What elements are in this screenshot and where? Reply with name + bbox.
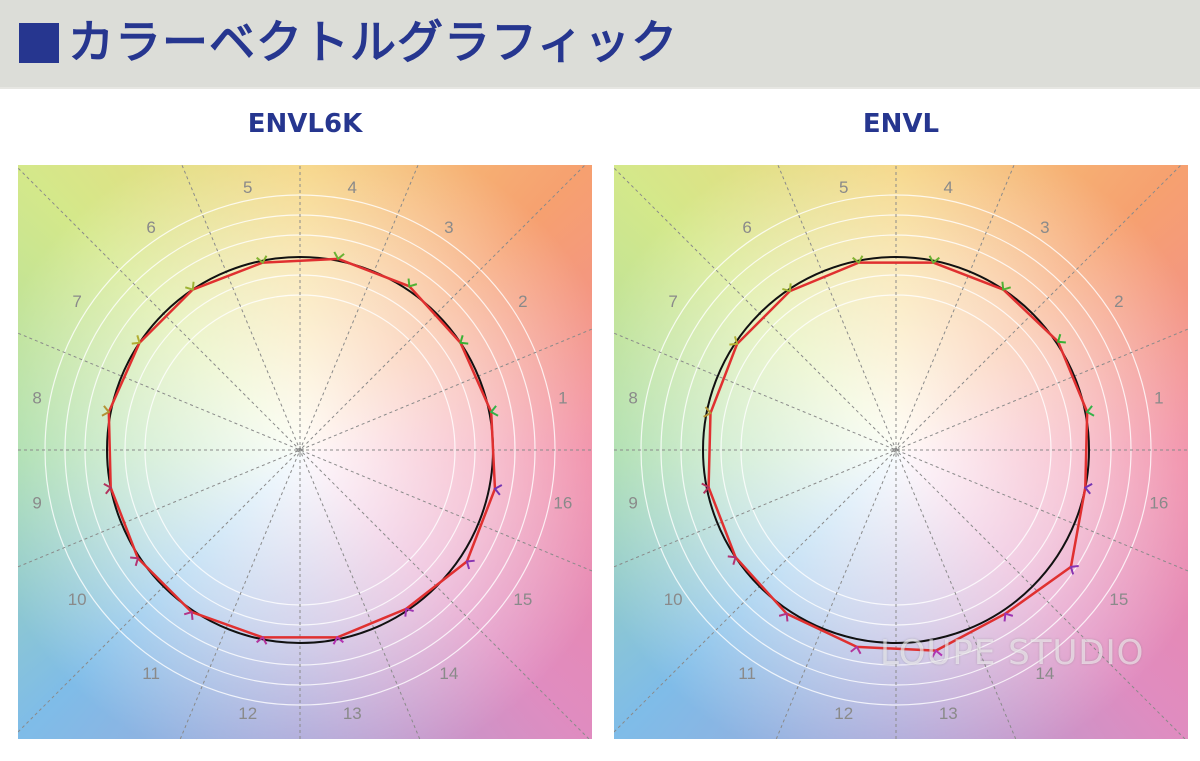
axis-label-2: 2 xyxy=(518,292,527,311)
chart-envl: +1 2 3 4 5 6 7 8 9 10 11 12 13 14 15 16 xyxy=(614,165,1188,739)
axis-spoke xyxy=(614,328,1188,568)
data-point-marker xyxy=(782,283,792,293)
data-point-marker xyxy=(465,559,475,570)
axis-spoke xyxy=(614,165,1182,733)
header-bar: カラーベクトルグラフィック xyxy=(0,0,1200,89)
axis-label-4: 4 xyxy=(348,178,357,197)
axis-spoke xyxy=(179,165,419,739)
data-point-marker xyxy=(931,649,943,658)
reference-circle xyxy=(702,256,1090,644)
axis-label-1: 1 xyxy=(1154,389,1163,408)
axis-spoke xyxy=(18,328,592,568)
title-square-icon xyxy=(19,23,59,63)
data-point-marker xyxy=(729,336,739,346)
axis-label-16: 16 xyxy=(553,493,572,512)
axis-label-7: 7 xyxy=(668,292,677,311)
data-point-marker xyxy=(131,335,141,345)
axis-label-13: 13 xyxy=(939,704,958,723)
data-point-marker xyxy=(493,484,503,496)
data-point-marker xyxy=(703,406,713,418)
data-point-marker xyxy=(1003,612,1014,622)
chart-envl6k: +1 2 3 4 5 6 7 8 9 10 11 12 13 14 15 16 xyxy=(18,165,592,739)
axis-label-8: 8 xyxy=(628,389,637,408)
axis-label-7: 7 xyxy=(72,292,81,311)
axis-label-11: 11 xyxy=(142,664,160,683)
axis-label-12: 12 xyxy=(238,704,257,723)
axis-spoke xyxy=(18,167,590,739)
data-point-marker xyxy=(101,405,111,417)
axis-label-11: 11 xyxy=(738,664,756,683)
data-point-marker xyxy=(1056,333,1066,344)
data-point-marker xyxy=(1085,405,1095,417)
axis-label-14: 14 xyxy=(1035,664,1054,683)
axis-spoke xyxy=(777,165,1017,739)
data-point-marker xyxy=(332,635,344,645)
center-mark: + xyxy=(891,443,901,457)
axis-label-5: 5 xyxy=(243,178,252,197)
chart-title-envl: ENVL xyxy=(862,109,940,139)
watermark: LOUPE STUDIO xyxy=(880,633,1145,673)
data-point-marker xyxy=(183,610,194,620)
data-point-marker xyxy=(256,635,268,645)
axis-label-9: 9 xyxy=(32,493,41,512)
axis-spoke xyxy=(18,332,592,572)
axis-label-4: 4 xyxy=(944,178,953,197)
axis-label-10: 10 xyxy=(664,590,683,609)
axis-label-8: 8 xyxy=(32,389,41,408)
axis-label-10: 10 xyxy=(68,590,87,609)
data-point-marker xyxy=(1001,281,1011,291)
data-point-marker xyxy=(103,483,113,495)
axis-spoke xyxy=(614,332,1188,572)
axis-label-6: 6 xyxy=(146,218,155,237)
axis-label-3: 3 xyxy=(444,218,453,237)
page-title: カラーベクトルグラフィック xyxy=(68,15,679,69)
data-point-marker xyxy=(778,612,789,622)
chart-title-envl6k: ENVL6K xyxy=(247,109,363,139)
axis-label-2: 2 xyxy=(1114,292,1123,311)
data-point-marker xyxy=(256,255,268,265)
axis-label-6: 6 xyxy=(742,218,751,237)
data-point-marker xyxy=(333,251,345,261)
data-point-marker xyxy=(727,555,737,565)
axis-spoke xyxy=(775,165,1015,739)
data-point-marker xyxy=(185,281,195,291)
axis-label-14: 14 xyxy=(439,664,458,683)
axis-spoke xyxy=(18,165,586,733)
axis-label-12: 12 xyxy=(834,704,853,723)
data-point-marker xyxy=(407,278,418,288)
data-point-marker xyxy=(928,255,940,265)
axis-label-16: 16 xyxy=(1149,493,1168,512)
axis-label-3: 3 xyxy=(1040,218,1049,237)
center-mark: + xyxy=(295,443,305,457)
axis-label-13: 13 xyxy=(343,704,362,723)
axis-label-15: 15 xyxy=(1109,590,1128,609)
axis-label-5: 5 xyxy=(839,178,848,197)
data-point-marker xyxy=(459,335,469,345)
data-point-marker xyxy=(1069,565,1079,575)
axis-spoke xyxy=(614,167,1186,739)
data-point-marker xyxy=(1083,483,1093,495)
axis-label-1: 1 xyxy=(558,389,567,408)
axis-spoke xyxy=(181,165,421,739)
data-point-marker xyxy=(130,556,140,567)
data-point-marker xyxy=(489,405,499,417)
data-point-marker xyxy=(850,645,862,655)
axis-label-9: 9 xyxy=(628,493,637,512)
data-point-marker xyxy=(701,482,711,494)
axis-label-15: 15 xyxy=(513,590,532,609)
data-point-marker xyxy=(852,255,864,265)
data-point-marker xyxy=(404,607,414,617)
